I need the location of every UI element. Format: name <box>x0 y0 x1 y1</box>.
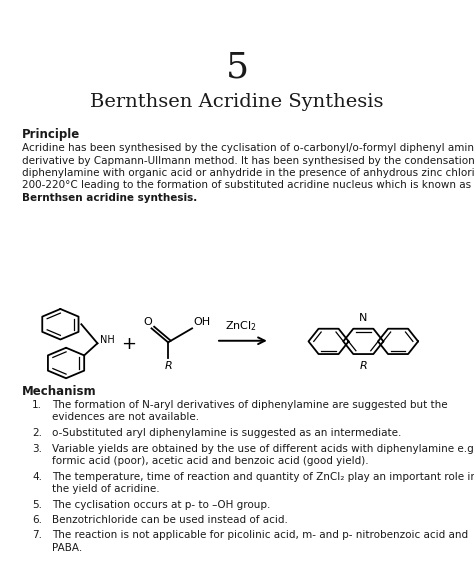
Text: R: R <box>164 361 172 371</box>
Text: The formation of N-aryl derivatives of diphenylamine are suggested but the: The formation of N-aryl derivatives of d… <box>52 400 447 410</box>
Text: The cyclisation occurs at p- to –OH group.: The cyclisation occurs at p- to –OH grou… <box>52 500 270 510</box>
Text: OH: OH <box>194 317 211 327</box>
Text: PABA.: PABA. <box>52 543 82 553</box>
Text: 200-220°C leading to the formation of substituted acridine nucleus which is know: 200-220°C leading to the formation of su… <box>22 181 471 191</box>
Text: Mechanism: Mechanism <box>22 385 97 398</box>
Text: formic acid (poor), acetic acid and benzoic acid (good yield).: formic acid (poor), acetic acid and benz… <box>52 456 369 466</box>
Text: Bernthsen Acridine Synthesis: Bernthsen Acridine Synthesis <box>90 93 384 111</box>
Text: Principle: Principle <box>22 128 80 141</box>
Text: Bernthsen acridine synthesis.: Bernthsen acridine synthesis. <box>22 193 197 203</box>
Text: 7.: 7. <box>32 530 42 540</box>
Text: The reaction is not applicable for picolinic acid, m- and p- nitrobenzoic acid a: The reaction is not applicable for picol… <box>52 530 468 540</box>
Text: The temperature, time of reaction and quantity of ZnCl₂ play an important role i: The temperature, time of reaction and qu… <box>52 472 474 482</box>
Text: O: O <box>144 317 153 327</box>
Text: diphenylamine with organic acid or anhydride in the presence of anhydrous zinc c: diphenylamine with organic acid or anhyd… <box>22 168 474 178</box>
Text: Variable yields are obtained by the use of different acids with diphenylamine e.: Variable yields are obtained by the use … <box>52 443 474 454</box>
Text: NH: NH <box>100 335 115 345</box>
Text: o-Substituted aryl diphenylamine is suggested as an intermediate.: o-Substituted aryl diphenylamine is sugg… <box>52 428 401 438</box>
Text: ZnCl$_2$: ZnCl$_2$ <box>226 320 257 333</box>
Text: 4.: 4. <box>32 472 42 482</box>
Text: R: R <box>359 361 367 371</box>
Text: 5: 5 <box>226 51 248 85</box>
Text: the yield of acridine.: the yield of acridine. <box>52 484 160 494</box>
Text: 2.: 2. <box>32 428 42 438</box>
Text: derivative by Capmann-Ullmann method. It has been synthesised by the condensatio: derivative by Capmann-Ullmann method. It… <box>22 156 474 166</box>
Text: N: N <box>359 313 367 322</box>
Text: +: + <box>121 335 137 353</box>
Text: 3.: 3. <box>32 443 42 454</box>
Text: Acridine has been synthesised by the cyclisation of o-carbonyl/o-formyl diphenyl: Acridine has been synthesised by the cyc… <box>22 143 474 153</box>
Text: 6.: 6. <box>32 515 42 525</box>
Text: 5.: 5. <box>32 500 42 510</box>
Text: evidences are not available.: evidences are not available. <box>52 413 199 422</box>
Text: 1.: 1. <box>32 400 42 410</box>
Text: Benzotrichloride can be used instead of acid.: Benzotrichloride can be used instead of … <box>52 515 288 525</box>
